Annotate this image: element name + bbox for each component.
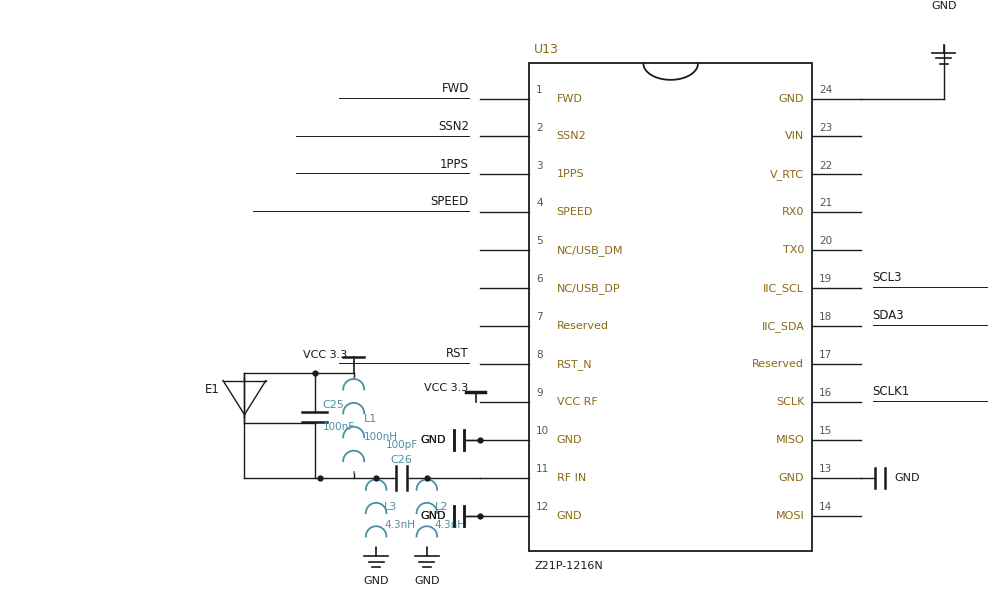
Text: GND: GND	[420, 511, 445, 521]
Text: GND: GND	[363, 576, 389, 585]
Text: GND: GND	[894, 473, 920, 483]
Text: SPEED: SPEED	[431, 196, 469, 208]
Text: 17: 17	[819, 350, 832, 360]
Text: 7: 7	[536, 312, 543, 323]
Text: FWD: FWD	[557, 93, 582, 103]
Text: 21: 21	[819, 199, 832, 208]
Text: 1: 1	[536, 85, 543, 95]
Text: 23: 23	[819, 123, 832, 133]
Text: 20: 20	[819, 236, 832, 246]
Text: RST: RST	[446, 347, 469, 360]
Text: 1PPS: 1PPS	[557, 169, 584, 180]
Text: 18: 18	[819, 312, 832, 323]
Text: 11: 11	[536, 464, 549, 474]
Text: SCLK: SCLK	[776, 397, 804, 407]
Text: 100pF: 100pF	[385, 440, 418, 450]
Text: IIC_SDA: IIC_SDA	[761, 321, 804, 332]
Text: SPEED: SPEED	[557, 207, 593, 218]
Text: SSN2: SSN2	[438, 120, 469, 133]
Text: 2: 2	[536, 123, 543, 133]
Text: C25: C25	[322, 400, 344, 410]
Text: RX0: RX0	[782, 207, 804, 218]
Text: L1: L1	[363, 414, 377, 423]
Text: 13: 13	[819, 464, 832, 474]
Text: 12: 12	[536, 502, 549, 512]
Text: GND: GND	[420, 511, 445, 521]
Text: 3: 3	[536, 161, 543, 170]
Text: 22: 22	[819, 161, 832, 170]
Text: GND: GND	[557, 511, 582, 521]
Text: SCL3: SCL3	[873, 271, 902, 284]
Text: 14: 14	[819, 502, 832, 512]
Text: FWD: FWD	[441, 82, 469, 95]
Text: RST_N: RST_N	[557, 359, 592, 370]
Text: 1PPS: 1PPS	[440, 158, 469, 170]
Text: GND: GND	[414, 576, 440, 585]
Text: SDA3: SDA3	[873, 309, 904, 323]
Text: 10: 10	[536, 426, 549, 436]
Text: 16: 16	[819, 388, 832, 398]
Text: GND: GND	[420, 435, 445, 445]
Text: GND: GND	[779, 93, 804, 103]
Text: 8: 8	[536, 350, 543, 360]
Text: 4.3nH: 4.3nH	[384, 520, 415, 530]
Text: 15: 15	[819, 426, 832, 436]
Text: VIN: VIN	[785, 131, 804, 142]
Text: VCC RF: VCC RF	[557, 397, 597, 407]
Text: C26: C26	[391, 455, 412, 466]
Text: E1: E1	[205, 383, 220, 397]
Bar	[529, 64, 812, 551]
Text: Z21P-1216N: Z21P-1216N	[534, 561, 603, 571]
Text: MOSI: MOSI	[776, 511, 804, 521]
Text: GND: GND	[557, 435, 582, 445]
Text: NC/USB_DM: NC/USB_DM	[557, 245, 623, 256]
Text: VCC 3.3: VCC 3.3	[303, 350, 347, 360]
Text: L3: L3	[384, 502, 397, 512]
Text: L2: L2	[435, 502, 448, 512]
Text: V_RTC: V_RTC	[770, 169, 804, 180]
Text: 100nF: 100nF	[322, 422, 355, 432]
Text: 9: 9	[536, 388, 543, 398]
Text: GND: GND	[779, 473, 804, 483]
Text: 4: 4	[536, 199, 543, 208]
Text: 5: 5	[536, 236, 543, 246]
Text: NC/USB_DP: NC/USB_DP	[557, 283, 620, 294]
Text: GND: GND	[420, 435, 445, 445]
Text: TX0: TX0	[783, 246, 804, 255]
Text: 24: 24	[819, 85, 832, 95]
Text: RF IN: RF IN	[557, 473, 586, 483]
Text: IIC_SCL: IIC_SCL	[763, 283, 804, 294]
Text: 4.3nH: 4.3nH	[435, 520, 466, 530]
Text: SCLK1: SCLK1	[873, 386, 910, 398]
Text: 6: 6	[536, 274, 543, 284]
Text: Reserved: Reserved	[752, 359, 804, 369]
Text: MISO: MISO	[776, 435, 804, 445]
Text: SSN2: SSN2	[557, 131, 586, 142]
Text: Reserved: Reserved	[557, 321, 609, 331]
Text: GND: GND	[931, 1, 957, 11]
Text: 100nH: 100nH	[363, 432, 397, 442]
Text: VCC 3.3: VCC 3.3	[424, 384, 468, 393]
Text: 19: 19	[819, 274, 832, 284]
Text: U13: U13	[534, 43, 559, 56]
